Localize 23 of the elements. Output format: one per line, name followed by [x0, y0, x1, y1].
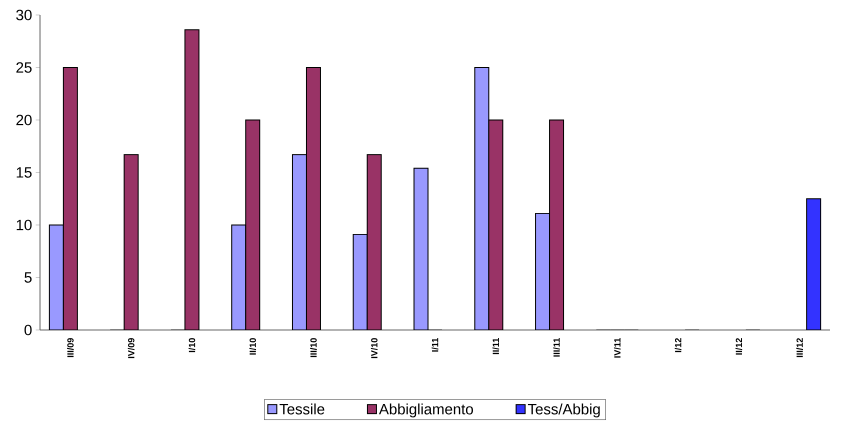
y-tick-label: 15: [16, 167, 32, 178]
x-tick-label: II/12: [736, 338, 742, 355]
x-tick-label: III/11: [553, 338, 560, 357]
legend-label: Tessile: [280, 403, 324, 414]
x-tick-label: IV/11: [614, 338, 621, 358]
x-tick-label: IV/09: [128, 338, 134, 358]
x-tick-label: III/09: [67, 338, 74, 358]
y-tick-label: 25: [16, 62, 32, 73]
y-tick-label: 0: [24, 324, 32, 336]
x-tick-label: II/11: [492, 338, 500, 354]
x-tick-label: IV/10: [370, 338, 378, 358]
y-tick-label: 30: [16, 10, 32, 20]
x-tick-label: I/12: [674, 338, 682, 352]
y-tick-label: 20: [16, 114, 32, 126]
legend-label: Tess/Abbig: [528, 403, 600, 418]
x-tick-label: III/12: [796, 338, 803, 358]
x-tick-label: I/11: [432, 338, 438, 352]
x-tick-label: III/10: [310, 338, 317, 358]
x-tick-label: I/10: [188, 338, 196, 352]
legend-label: Abbigliamento: [378, 403, 474, 418]
y-tick-label: 5: [24, 272, 32, 283]
x-tick-label: II/10: [249, 338, 256, 355]
y-tick-label: 10: [16, 220, 32, 230]
